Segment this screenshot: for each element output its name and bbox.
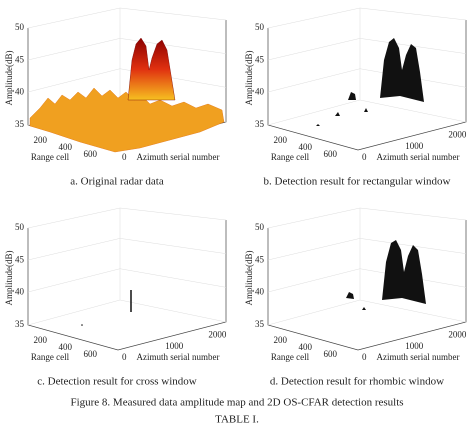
azimuth-axis-label: Azimuth serial number	[377, 352, 460, 362]
range-tick-label: 600	[84, 349, 98, 359]
panel-caption: b. Detection result for rectangular wind…	[264, 176, 451, 188]
grid-line	[267, 68, 467, 93]
azimuth-tick-label: 0	[122, 352, 127, 362]
azimuth-tick-label: 1000	[405, 141, 424, 151]
axes	[27, 220, 227, 351]
radar-surface	[29, 87, 225, 153]
z-tick-label: 50	[15, 22, 25, 32]
radar-peaks	[127, 37, 176, 101]
azimuth-tick-label: 2000	[208, 330, 227, 340]
panel-caption: a. Original radar data	[70, 176, 164, 188]
range-tick-label: 200	[34, 135, 48, 145]
back-wall	[267, 207, 467, 326]
panel-caption: d. Detection result for rhombic window	[270, 376, 444, 388]
z-axis-label: Amplitude(dB)	[4, 251, 14, 306]
azimuth-tick-label: 1000	[165, 341, 184, 351]
azimuth-tick-label: 1000	[405, 341, 424, 351]
grid-line	[27, 268, 227, 293]
back-wall	[267, 7, 467, 126]
grid-line	[267, 38, 467, 61]
azimuth-tick-label: 0	[122, 152, 127, 162]
grid-line	[27, 38, 227, 61]
z-tick-label: 50	[255, 222, 265, 232]
z-tick-label: 35	[255, 319, 265, 329]
z-axis-label: Amplitude(dB)	[244, 51, 254, 106]
range-tick-label: 200	[274, 135, 288, 145]
range-tick-label: 400	[299, 142, 313, 152]
surface-plots	[29, 37, 426, 326]
azimuth-tick-label: 2000	[448, 130, 467, 140]
azimuth-axis-label: Azimuth serial number	[137, 352, 220, 362]
z-tick-label: 35	[15, 319, 25, 329]
back-wall	[27, 207, 227, 326]
range-axis-label: Range cell	[271, 152, 310, 162]
z-tick-label: 40	[15, 287, 25, 297]
z-tick-label: 50	[15, 222, 25, 232]
z-axis-label: Amplitude(dB)	[244, 251, 254, 306]
detection-peaks	[380, 38, 424, 102]
grid-line	[267, 238, 467, 261]
z-tick-label: 50	[255, 22, 265, 32]
z-tick-label: 40	[255, 287, 265, 297]
range-tick-label: 400	[59, 142, 73, 152]
azimuth-axis-label: Azimuth serial number	[137, 152, 220, 162]
table-caption: TABLE I.	[215, 414, 259, 424]
grid-line	[27, 238, 227, 261]
range-tick-label: 400	[299, 342, 313, 352]
range-tick-label: 600	[84, 149, 98, 159]
z-tick-label: 45	[15, 54, 25, 64]
z-tick-label: 35	[255, 119, 265, 129]
range-axis-label: Range cell	[31, 352, 70, 362]
range-axis-label: Range cell	[271, 352, 310, 362]
azimuth-tick-label: 0	[362, 352, 367, 362]
detection-dot	[81, 324, 83, 326]
axes	[267, 20, 467, 151]
grid-line	[27, 68, 227, 93]
z-tick-label: 40	[15, 87, 25, 97]
figure-caption: Figure 8. Measured data amplitude map an…	[70, 397, 403, 409]
panel-caption: c. Detection result for cross window	[37, 376, 197, 388]
range-tick-label: 200	[34, 335, 48, 345]
range-tick-label: 600	[324, 149, 338, 159]
z-tick-label: 45	[255, 54, 265, 64]
z-tick-label: 35	[15, 119, 25, 129]
detection-blob	[346, 292, 366, 310]
azimuth-tick-label: 0	[362, 152, 367, 162]
azimuth-tick-label: 2000	[448, 330, 467, 340]
detection-peaks	[382, 240, 426, 304]
z-tick-label: 40	[255, 87, 265, 97]
z-axis-label: Amplitude(dB)	[4, 51, 14, 106]
range-tick-label: 200	[274, 335, 288, 345]
range-tick-label: 400	[59, 342, 73, 352]
z-tick-label: 45	[255, 254, 265, 264]
axes	[267, 220, 467, 351]
z-tick-label: 45	[15, 254, 25, 264]
azimuth-axis-label: Azimuth serial number	[377, 152, 460, 162]
range-axis-label: Range cell	[31, 152, 70, 162]
range-tick-label: 600	[324, 349, 338, 359]
grid-line	[267, 268, 467, 293]
